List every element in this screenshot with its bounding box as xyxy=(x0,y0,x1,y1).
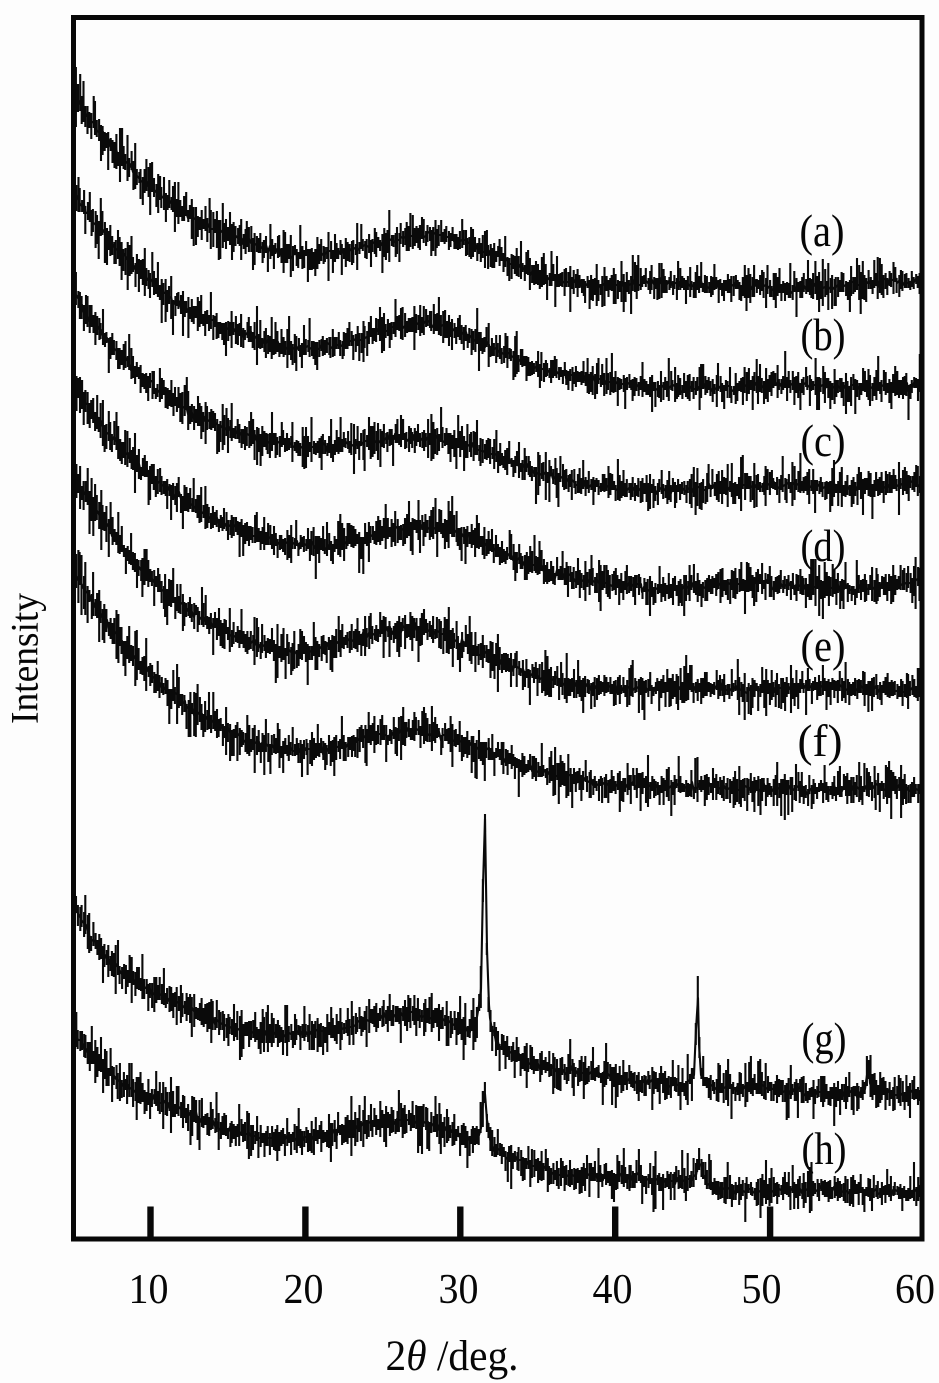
svg-text:(f): (f) xyxy=(798,716,843,766)
svg-text:(a): (a) xyxy=(800,206,845,256)
svg-text:(b): (b) xyxy=(801,310,846,360)
svg-text:(h): (h) xyxy=(802,1124,847,1174)
svg-text:(g): (g) xyxy=(802,1014,847,1064)
svg-text:Intensity: Intensity xyxy=(3,593,47,724)
svg-text:10: 10 xyxy=(129,1267,169,1313)
svg-text:50: 50 xyxy=(742,1267,782,1313)
svg-text:30: 30 xyxy=(439,1267,479,1313)
svg-text:2θ /deg.: 2θ /deg. xyxy=(386,1332,519,1380)
svg-text:20: 20 xyxy=(284,1267,324,1313)
svg-text:(c): (c) xyxy=(801,416,846,466)
svg-text:(d): (d) xyxy=(801,521,846,571)
svg-text:40: 40 xyxy=(593,1267,633,1313)
svg-text:(e): (e) xyxy=(801,621,846,671)
svg-text:60: 60 xyxy=(895,1267,935,1313)
